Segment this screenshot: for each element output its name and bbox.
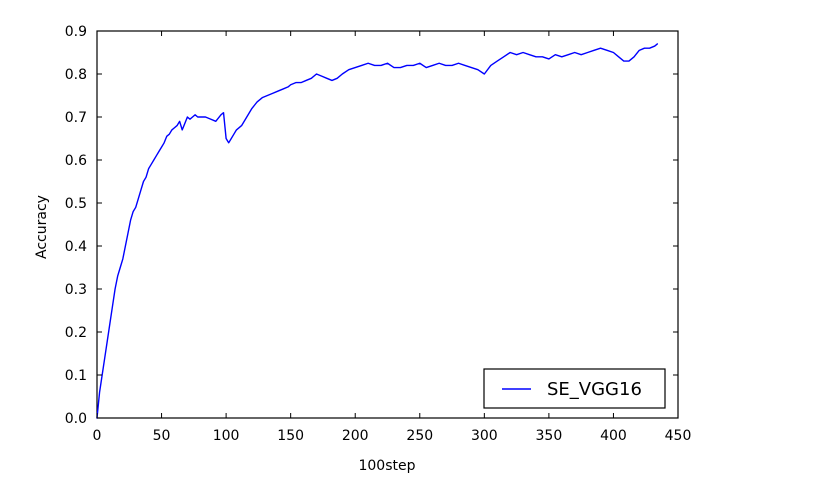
y-tick-label-0.6: 0.6 — [65, 153, 87, 169]
y-tick-label-0.2: 0.2 — [65, 325, 87, 341]
x-tick-label-150: 150 — [277, 428, 304, 444]
plot-area — [96, 30, 679, 419]
y-tick-label-0.3: 0.3 — [65, 282, 87, 298]
legend: SE_VGG16 — [483, 368, 666, 409]
x-tick-label-100: 100 — [213, 428, 240, 444]
y-tick-label-0.1: 0.1 — [65, 368, 87, 384]
y-axis: 0.0 0.1 0.2 0.3 0.4 0.5 0.6 0.7 0.8 0.9 — [65, 24, 678, 427]
y-axis-label: Accuracy — [34, 195, 50, 259]
y-tick-label-0.7: 0.7 — [65, 110, 87, 126]
y-tick-label-0.8: 0.8 — [65, 67, 87, 83]
x-tick-label-350: 350 — [536, 428, 563, 444]
x-tick-label-400: 400 — [600, 428, 627, 444]
x-tick-label-50: 50 — [153, 428, 171, 444]
x-tick-label-300: 300 — [471, 428, 498, 444]
legend-label: SE_VGG16 — [547, 379, 642, 400]
y-tick-label-0.9: 0.9 — [65, 24, 87, 40]
x-tick-label-450: 450 — [665, 428, 692, 444]
x-tick-label-0: 0 — [93, 428, 102, 444]
x-axis-label: 100step — [358, 458, 415, 474]
x-axis: 0 50 100 150 200 250 300 350 400 450 — [93, 31, 692, 444]
y-tick-label-0.4: 0.4 — [65, 239, 87, 255]
y-tick-label-0.5: 0.5 — [65, 196, 87, 212]
x-tick-label-250: 250 — [406, 428, 433, 444]
x-tick-label-200: 200 — [342, 428, 369, 444]
series-line-0 — [96, 43, 659, 419]
plot-frame — [96, 30, 679, 419]
y-tick-label-0.0: 0.0 — [65, 411, 87, 427]
